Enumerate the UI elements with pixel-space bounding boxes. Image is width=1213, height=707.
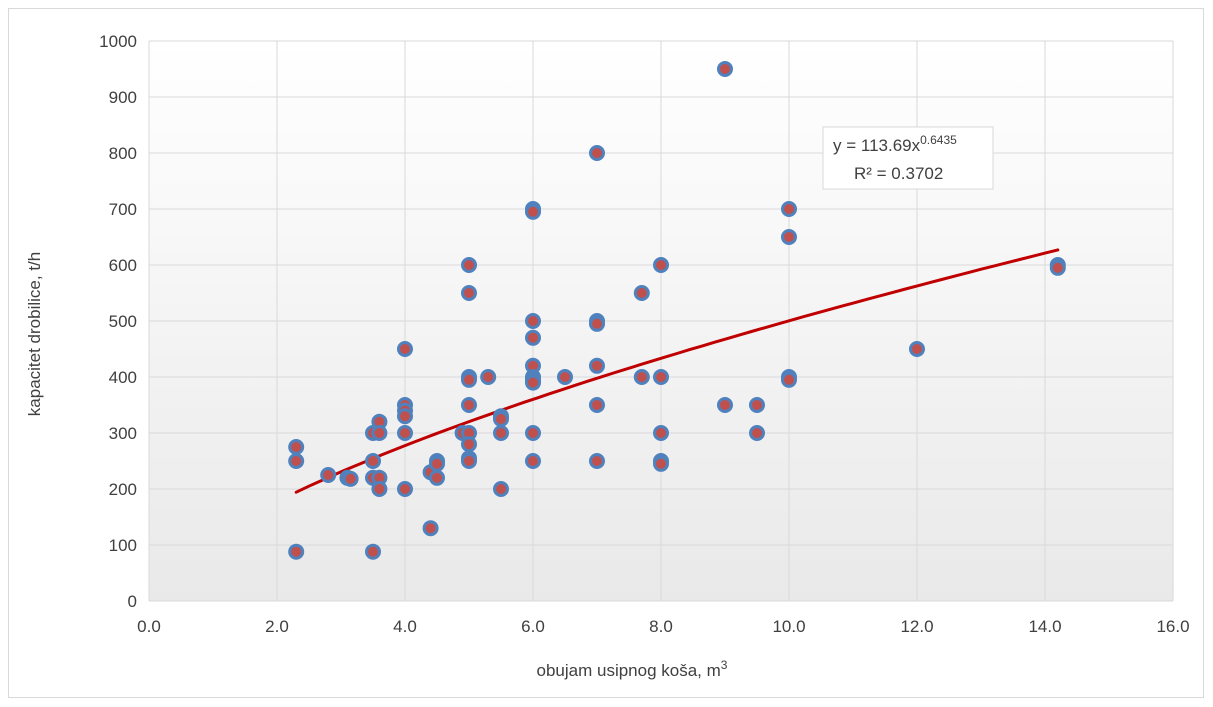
data-point [288, 453, 305, 469]
data-point [461, 453, 477, 469]
tick-labels: 0 100 200 300 400 500 600 700 800 900 1000 0.0 2.0 4.… [99, 32, 1189, 636]
data-point [781, 201, 797, 217]
x-tick-label: 16.0 [1156, 617, 1189, 636]
data-point [288, 543, 305, 560]
y-tick-label: 700 [109, 200, 137, 219]
data-point [429, 455, 445, 472]
data-point [493, 481, 509, 497]
equation-box-bg [822, 126, 994, 190]
y-tick-label: 100 [109, 536, 137, 555]
data-point [749, 425, 765, 441]
x-tick-label: 4.0 [393, 617, 417, 636]
data-point [1049, 259, 1066, 276]
data-point [461, 371, 477, 388]
x-tick-label: 14.0 [1028, 617, 1061, 636]
data-point [493, 411, 509, 427]
data-point [589, 397, 605, 413]
y-tick-label: 0 [128, 592, 137, 611]
data-point [633, 369, 650, 385]
trendline-equation-box: y = 113.69x0.6435 R² = 0.3702 [822, 126, 994, 190]
data-points [288, 61, 1066, 560]
y-tick-label: 800 [109, 144, 137, 163]
power-trendline [294, 248, 1060, 494]
data-point [320, 467, 337, 483]
data-point [371, 425, 388, 441]
data-point [589, 315, 605, 332]
x-tick-label: 2.0 [265, 617, 289, 636]
data-point [288, 439, 305, 455]
data-point [749, 397, 765, 413]
data-point [525, 203, 541, 220]
data-point [717, 397, 733, 413]
y-tick-label: 200 [109, 480, 137, 499]
data-point [461, 397, 477, 413]
data-point [397, 425, 413, 441]
data-point [365, 453, 381, 469]
data-point [371, 481, 388, 497]
data-point [365, 543, 381, 560]
data-point [781, 229, 797, 245]
data-point [781, 371, 797, 388]
data-point [589, 357, 605, 374]
data-point [525, 313, 541, 329]
data-point [557, 369, 573, 385]
data-point [422, 520, 439, 537]
data-point [342, 470, 359, 487]
data-point [717, 61, 733, 77]
data-point [525, 453, 541, 469]
y-tick-label: 600 [109, 256, 137, 275]
trendline-layer [294, 248, 1060, 494]
data-point [653, 369, 669, 385]
data-point [397, 341, 413, 357]
data-point [480, 369, 497, 385]
y-axis-title: kapacitet drobilice, t/h [25, 252, 44, 416]
data-point [397, 481, 413, 497]
x-tick-label: 6.0 [521, 617, 545, 636]
data-point [525, 425, 541, 441]
data-point [589, 145, 605, 161]
data-point [633, 285, 650, 301]
equation-label: y = 113.69x0.6435 [833, 133, 957, 155]
x-axis-title: obujam usipnog koša, m3 [537, 658, 728, 680]
x-tick-label: 0.0 [137, 617, 161, 636]
y-tick-label: 500 [109, 312, 137, 331]
data-point [493, 425, 509, 441]
x-tick-label: 10.0 [772, 617, 805, 636]
data-point [461, 436, 477, 453]
x-tick-label: 12.0 [900, 617, 933, 636]
data-point [429, 469, 445, 486]
data-point [909, 341, 925, 357]
data-point [653, 425, 669, 441]
chart-frame: 0 100 200 300 400 500 600 700 800 900 1000 0.0 2.0 4.… [8, 8, 1204, 698]
data-point [461, 285, 477, 301]
data-point [397, 408, 413, 425]
y-tick-label: 400 [109, 368, 137, 387]
data-point [525, 329, 541, 346]
scatter-chart: 0 100 200 300 400 500 600 700 800 900 1000 0.0 2.0 4.… [25, 32, 1190, 680]
y-tick-label: 1000 [99, 32, 137, 51]
x-tick-label: 8.0 [649, 617, 673, 636]
data-point [653, 257, 669, 273]
r-squared-label: R² = 0.3702 [854, 164, 943, 183]
y-tick-label: 900 [109, 88, 137, 107]
data-point [589, 453, 605, 469]
data-point [461, 257, 477, 273]
y-tick-label: 300 [109, 424, 137, 443]
data-point [525, 374, 541, 391]
data-point [653, 455, 669, 472]
